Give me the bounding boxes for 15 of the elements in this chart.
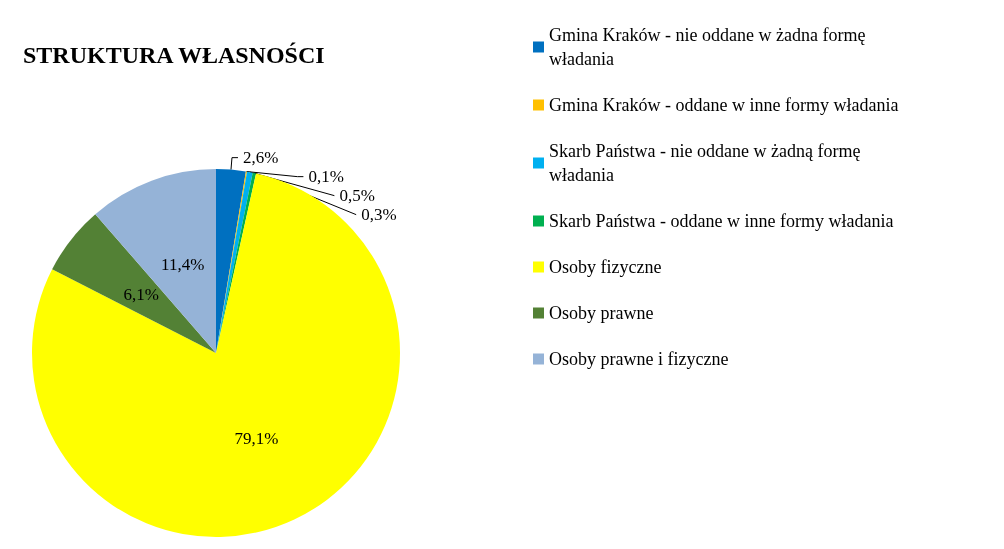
legend-label: Osoby prawne i fizyczne [549,349,729,369]
data-label: 2,6% [242,148,279,168]
data-label: 0,3% [361,205,397,225]
legend-label: Osoby fizyczne [549,257,662,277]
data-label: 6,1% [123,284,159,304]
data-label: 79,1% [234,429,279,449]
data-label: 11,4% [161,254,205,274]
text: STRUKTURA WŁASNOŚCI [23,42,325,68]
legend-label: Osoby prawne [549,303,654,323]
legend-label: Gmina Kraków - oddane w inne formy władania [549,95,899,115]
data-label: 0,5% [339,186,375,206]
data-label: 0,1% [308,167,344,187]
legend-label: Skarb Państwa - nie oddane w żadną formę władania [549,141,865,185]
legend-label: Skarb Państwa - oddane w inne formy władania [549,211,894,231]
legend-label: Gmina Kraków - nie oddane w żadna formę władania [549,25,870,69]
